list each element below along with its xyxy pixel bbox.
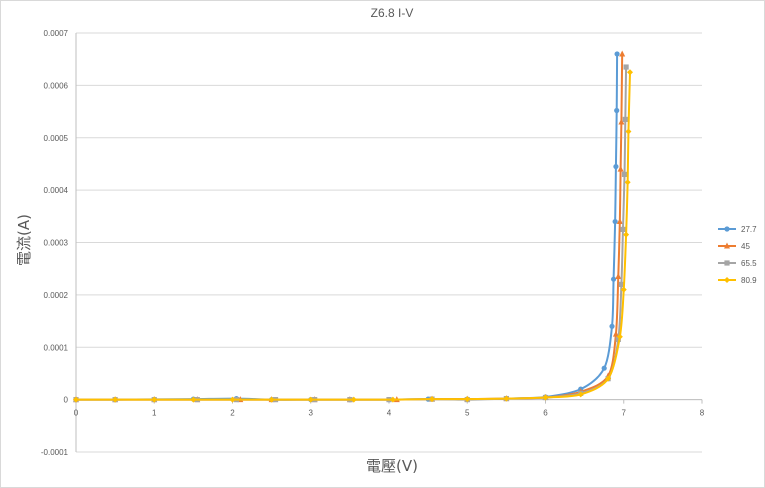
legend-marker [724,277,730,283]
gridlines [76,33,702,452]
x-tick-label: 2 [230,409,235,418]
y-tick-label: 0.0002 [44,291,69,300]
data-point [623,117,628,122]
legend-label: 27.7 [741,225,757,234]
x-tick-label: 4 [387,409,392,418]
y-tick-label: 0.0003 [44,239,69,248]
series-65.5 [73,64,628,402]
data-point [625,179,631,185]
series-layer [73,50,633,402]
y-axis-title: 電流(A) [15,214,33,266]
series-27.7 [73,51,619,402]
legend-label: 65.5 [741,259,757,268]
y-tick-label: 0.0005 [44,134,69,143]
x-tick-label: 5 [465,409,470,418]
series-80.9 [73,69,633,402]
data-point [609,324,614,329]
x-tick-label: 8 [700,409,705,418]
series-line [76,72,630,399]
y-tick-label: 0.0004 [44,186,69,195]
x-tick-label: 3 [309,409,314,418]
data-point [613,219,618,224]
y-tick-label: 0.0007 [44,29,69,38]
data-point [625,128,631,134]
data-point [602,366,607,371]
data-point [614,108,619,113]
x-axis-title: 電壓(V) [366,457,418,475]
y-tick-label: 0.0006 [44,81,69,90]
legend-label: 80.9 [741,276,757,285]
data-point [623,64,628,69]
chart-title: Z6.8 I-V [371,6,414,20]
y-tick-label: 0.0001 [44,343,69,352]
y-tick-label: -0.0001 [41,448,69,457]
data-point [619,50,625,56]
series-line [76,54,622,400]
data-point [620,227,625,232]
y-tick-label: 0 [64,396,69,405]
series-line [76,67,626,400]
legend-marker [724,226,729,231]
data-point [615,273,621,279]
legend-marker [724,260,729,265]
series-line [76,54,617,400]
data-point [622,172,627,177]
data-point [614,51,619,56]
series-45 [73,50,625,402]
data-point [611,277,616,282]
x-tick-label: 6 [543,409,548,418]
x-tick-label: 0 [74,409,79,418]
data-point [627,69,633,75]
x-tick-label: 7 [622,409,627,418]
legend: 27.7 45 65.5 80.9 [718,225,757,285]
data-point [613,164,618,169]
data-point [617,218,623,224]
legend-label: 45 [741,242,750,251]
data-point [623,232,629,238]
x-tick-label: 1 [152,409,157,418]
